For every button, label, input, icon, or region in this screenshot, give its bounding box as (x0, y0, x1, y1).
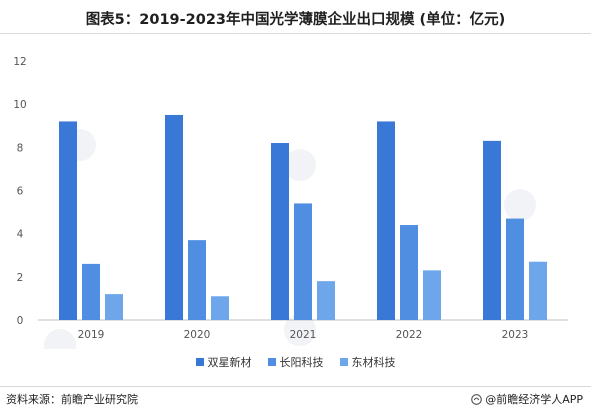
x-tick-label: 2022 (396, 329, 423, 341)
source-note: 资料来源：前瞻产业研究院 (6, 393, 138, 406)
bar-1-2023 (483, 140, 501, 320)
x-tick-label: 2019 (78, 329, 105, 341)
bar-2-2021 (294, 203, 312, 320)
y-tick-label: 2 (17, 272, 24, 284)
bar-chart: 0 2 4 6 8 10 12 2019 2020 2021 2022 2023 (13, 56, 568, 349)
legend-swatch-series2 (267, 358, 276, 366)
bar-2-2019 (82, 263, 100, 320)
bar-3-2023 (529, 261, 547, 320)
legend-item-series2: 长阳科技 (267, 354, 324, 370)
bar-1-2022 (377, 121, 395, 320)
chart-title: 图表5：2019-2023年中国光学薄膜企业出口规模 (单位：亿元) (85, 12, 506, 28)
legend: 双星新材 长阳科技 东材科技 (0, 354, 591, 370)
watermark-mark (284, 149, 316, 181)
y-tick-label: 4 (17, 229, 24, 241)
watermark-mark (504, 189, 536, 221)
bar-3-2021 (317, 281, 335, 320)
watermark-mark (284, 314, 316, 346)
x-axis-ticks: 2019 2020 2021 2022 2023 (78, 329, 529, 341)
watermark-mark (44, 329, 76, 349)
footer-divider (0, 386, 591, 387)
y-tick-label: 6 (17, 186, 24, 198)
x-tick-label: 2021 (290, 329, 317, 341)
y-tick-label: 0 (17, 315, 24, 327)
legend-label-series3: 东材科技 (351, 356, 396, 369)
legend-label-series1: 双星新材 (207, 356, 252, 369)
y-tick-label: 10 (13, 99, 26, 111)
bar-3-2022 (423, 270, 441, 320)
x-tick-label: 2020 (184, 329, 211, 341)
x-tick-label: 2023 (502, 329, 529, 341)
legend-label-series2: 长阳科技 (279, 356, 324, 369)
y-tick-label: 8 (17, 142, 24, 154)
bars (59, 114, 547, 320)
legend-item-series3: 东材科技 (339, 354, 396, 370)
brand-credit: @前瞻经济学人APP (471, 391, 583, 407)
legend-swatch-series3 (339, 358, 348, 366)
bar-3-2019 (105, 294, 123, 320)
bar-1-2019 (59, 121, 77, 320)
bar-1-2021 (271, 143, 289, 320)
bar-3-2020 (211, 296, 229, 320)
y-axis-ticks: 0 2 4 6 8 10 12 (13, 56, 26, 327)
legend-swatch-series1 (195, 358, 204, 366)
bar-2-2023 (506, 218, 524, 320)
bar-2-2020 (188, 240, 206, 320)
bar-2-2022 (400, 225, 418, 320)
title-divider (0, 33, 591, 34)
brand-logo-icon (471, 393, 483, 405)
legend-item-series1: 双星新材 (195, 354, 252, 370)
watermarks (44, 129, 536, 349)
y-tick-label: 12 (13, 56, 26, 68)
brand-text: @前瞻经济学人APP (485, 393, 583, 406)
bar-1-2020 (165, 114, 183, 320)
